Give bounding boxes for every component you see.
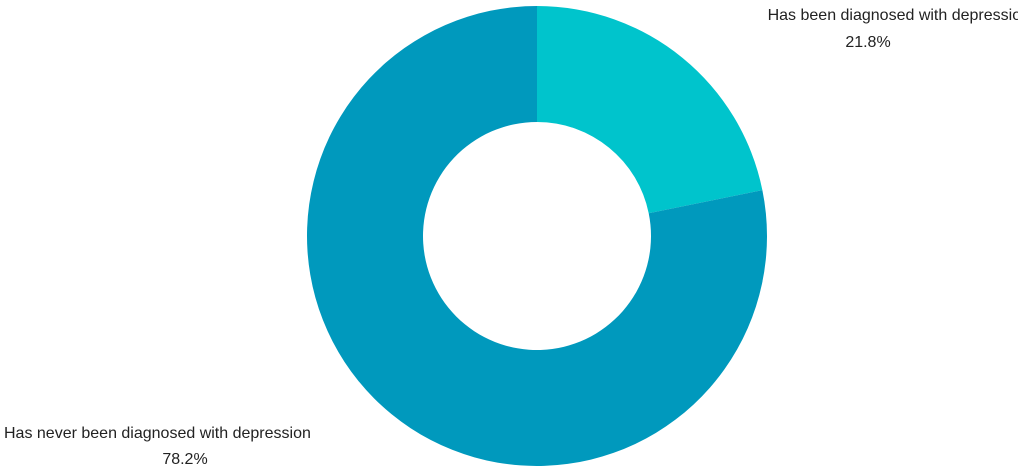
slice-never-diagnosed: [306, 6, 767, 466]
slice-label-diagnosed: Has been diagnosed with depression: [768, 7, 1018, 24]
slice-label-never-diagnosed: Has never been diagnosed with depression: [4, 425, 311, 442]
slice-diagnosed: [537, 6, 763, 214]
slice-value-diagnosed: 21.8%: [845, 34, 890, 51]
slice-value-never-diagnosed: 78.2%: [162, 451, 207, 466]
donut-slices: [306, 6, 767, 466]
